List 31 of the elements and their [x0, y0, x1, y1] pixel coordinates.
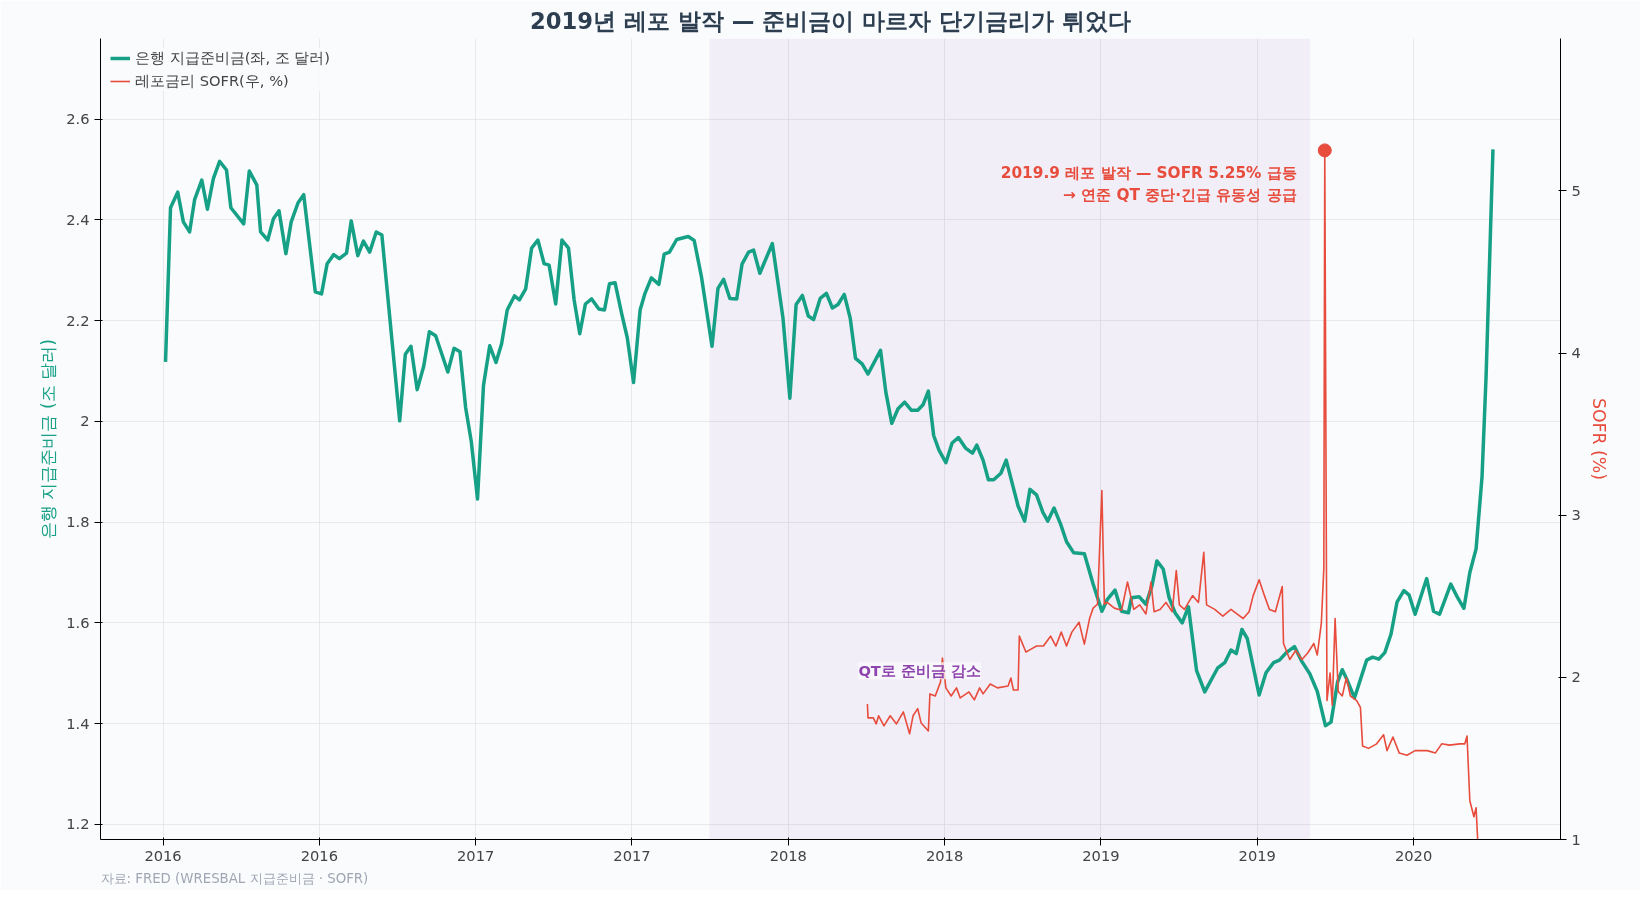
y-tick-label: 1.8	[66, 513, 90, 531]
y2-tick-label: 3	[1571, 506, 1581, 524]
band-label: QT로 준비금 감소	[858, 662, 982, 680]
y-axis-title: 은행 지급준비금 (조 달러)	[38, 338, 59, 540]
line-series	[163, 147, 1495, 728]
x-tick-label: 2018	[925, 846, 964, 864]
x-tick-label: 2017	[457, 846, 495, 864]
annotation: 2019.9 레포 발작 — SOFR 5.25% 급등 → 연준 QT 중단·긴급 유동성 공급	[1000, 164, 1297, 204]
y-tick-label: 1.4	[66, 714, 90, 732]
legend-label: 레포금리 SOFR(우, %)	[135, 71, 289, 91]
y-tick-label: 2.2	[66, 311, 90, 329]
y2-tick-label: 5	[1571, 181, 1581, 199]
y-tick-label: 2.6	[66, 110, 90, 128]
x-tick-label: 2019	[1082, 846, 1120, 864]
x-tick-label: 2016	[300, 846, 339, 864]
x-tick-label: 2020	[1394, 846, 1433, 864]
y-tick-label: 2	[80, 412, 90, 430]
text: 자료: FRED (WRESBAL 지급준비금 · SOFR)	[100, 870, 369, 886]
x-tick-label: 2016	[144, 846, 182, 864]
y-tick-label: 1.6	[66, 613, 90, 631]
chart-title: 2019년 레포 발작 — 준비금이 마르자 단기금리가 튀었다	[530, 7, 1131, 34]
y-tick-label: 1.2	[66, 815, 90, 833]
y2-tick-label: 1	[1571, 830, 1581, 848]
x-tick-label: 2019	[1238, 846, 1276, 864]
x-tick-label: 2017	[613, 846, 651, 864]
y2-tick-label: 4	[1571, 344, 1581, 362]
y-tick-label: 2.4	[66, 210, 90, 228]
x-tick-label: 2018	[769, 846, 807, 864]
legend-label: 은행 지급준비금(좌, 조 달러)	[135, 48, 331, 68]
y2-axis-title: SOFR (%)	[1588, 397, 1609, 481]
y2-tick-label: 2	[1571, 668, 1581, 686]
